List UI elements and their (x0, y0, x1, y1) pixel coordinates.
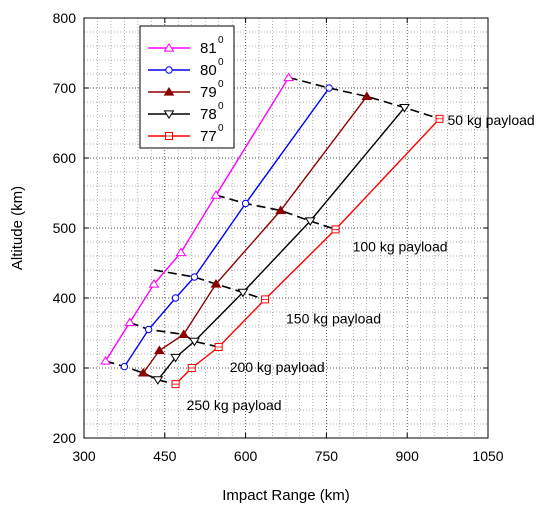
y-tick-label: 200 (53, 430, 77, 446)
y-tick-label: 700 (53, 80, 77, 96)
legend-label-superscript: 0 (218, 101, 224, 112)
series-77 (171, 114, 444, 389)
legend-label: 77 (200, 128, 217, 145)
data-point (189, 337, 200, 347)
y-tick-label: 600 (53, 150, 77, 166)
data-point (241, 199, 250, 208)
legend-label-superscript: 0 (218, 79, 224, 90)
grid (83, 17, 489, 439)
data-point (100, 356, 111, 365)
y-tick-label: 500 (53, 220, 77, 236)
legend: 81 080 079 078 077 0 (139, 25, 235, 149)
x-tick-label: 300 (72, 448, 96, 464)
x-tick-label: 450 (153, 448, 177, 464)
data-point (178, 329, 190, 339)
payload-line (288, 76, 440, 120)
data-point (190, 273, 199, 281)
data-point (210, 190, 222, 199)
x-tick-label: 900 (396, 448, 420, 464)
data-point (144, 325, 153, 334)
y-tick-label: 800 (53, 10, 77, 26)
data-point (283, 72, 295, 82)
data-point (148, 279, 160, 288)
legend-label: 79 (200, 84, 217, 101)
series-line (142, 95, 368, 374)
y-axis-title: Altitude (km) (9, 186, 26, 270)
payload-annotations: 50 kg payload 100 kg payload 150 kg payloa… (187, 112, 535, 413)
series-81 (100, 72, 295, 365)
series-79 (137, 91, 373, 377)
series-group (100, 72, 444, 389)
legend-label: 80 (200, 62, 217, 79)
series-line (123, 87, 330, 367)
data-point (237, 288, 249, 298)
payload-line (215, 194, 336, 231)
data-point (399, 103, 410, 113)
legend-box (139, 25, 235, 149)
series-80 (120, 84, 333, 371)
data-point (304, 217, 316, 226)
data-point (163, 87, 175, 96)
x-tick-label: 1050 (472, 448, 503, 464)
data-point (152, 376, 164, 385)
payload-label: 100 kg payload (353, 238, 448, 254)
legend-label-superscript: 0 (218, 123, 224, 134)
legend-label: 78 (200, 106, 217, 123)
x-tick-label: 750 (315, 448, 339, 464)
data-point (163, 43, 175, 52)
payload-line (129, 321, 219, 348)
x-tick-label: 600 (234, 448, 258, 464)
series-78 (152, 103, 410, 385)
data-point (325, 84, 333, 92)
data-point (361, 91, 373, 101)
data-point (170, 353, 181, 363)
payload-label: 50 kg payload (448, 112, 535, 128)
data-point (210, 279, 222, 288)
payload-label: 250 kg payload (187, 397, 282, 413)
legend-label-superscript: 0 (218, 57, 224, 68)
series-line (104, 77, 290, 362)
data-point (171, 294, 180, 302)
series-line (157, 107, 406, 381)
data-point (120, 362, 129, 371)
data-point (175, 247, 187, 257)
x-axis-title: Impact Range (km) (222, 487, 350, 504)
data-point (163, 110, 175, 119)
data-point (165, 66, 173, 74)
payload-label: 150 kg payload (286, 310, 381, 326)
data-point (124, 317, 136, 327)
legend-label-superscript: 0 (218, 35, 224, 46)
data-point (275, 205, 287, 215)
y-tick-label: 300 (53, 360, 77, 376)
payload-line (105, 360, 176, 385)
payload-label: 200 kg payload (230, 359, 325, 375)
y-tick-label: 400 (53, 290, 77, 306)
data-point (137, 367, 149, 377)
data-point (154, 345, 165, 355)
legend-label: 81 (200, 40, 217, 57)
